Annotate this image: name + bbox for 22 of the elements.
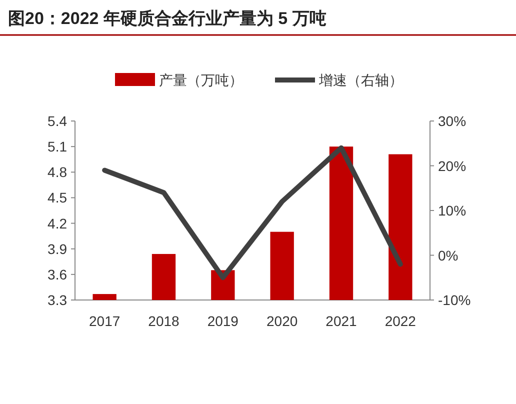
y-tick-label: 3.3 bbox=[48, 292, 68, 308]
x-tick-label: 2017 bbox=[89, 313, 120, 329]
y-tick-label: 5.1 bbox=[48, 138, 68, 155]
x-tick-label: 2020 bbox=[266, 313, 298, 329]
y-tick-label: 4.2 bbox=[48, 215, 68, 232]
x-tick-label: 2019 bbox=[207, 313, 239, 329]
y-tick-label: 3.9 bbox=[48, 240, 68, 257]
y2-tick-label: 20% bbox=[438, 158, 466, 174]
x-tick-label: 2018 bbox=[148, 313, 180, 329]
y-tick-label: 5.4 bbox=[48, 113, 68, 129]
y-tick-label: 4.8 bbox=[48, 164, 68, 180]
y2-tick-label: 0% bbox=[438, 247, 458, 264]
y2-tick-label: 30% bbox=[438, 113, 466, 129]
y-tick-label: 3.6 bbox=[48, 266, 68, 282]
y2-tick-label: -10% bbox=[438, 292, 471, 308]
legend-label: 产量（万吨） bbox=[159, 72, 243, 88]
x-tick-label: 2021 bbox=[326, 313, 358, 329]
y2-tick-label: 10% bbox=[438, 202, 466, 218]
x-tick-label: 2022 bbox=[384, 313, 416, 329]
y-tick-label: 4.5 bbox=[48, 190, 68, 206]
chart-title: 图20：2022 年硬质合金行业产量为 5 万吨 bbox=[8, 9, 326, 28]
legend-label: 增速（右轴） bbox=[318, 72, 403, 88]
